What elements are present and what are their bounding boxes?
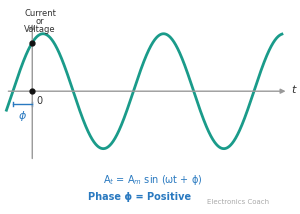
Text: Voltage: Voltage — [24, 25, 56, 34]
Text: Phase ϕ = Positive: Phase ϕ = Positive — [88, 193, 191, 202]
Text: t: t — [291, 85, 296, 95]
Text: ϕ: ϕ — [19, 111, 26, 121]
Text: Electronics Coach: Electronics Coach — [207, 199, 269, 205]
Text: A$_t$ = A$_m$ sin (ωt + ϕ): A$_t$ = A$_m$ sin (ωt + ϕ) — [103, 173, 202, 187]
Text: 0: 0 — [37, 96, 43, 106]
Text: Current: Current — [24, 9, 56, 18]
Text: or: or — [36, 17, 44, 26]
